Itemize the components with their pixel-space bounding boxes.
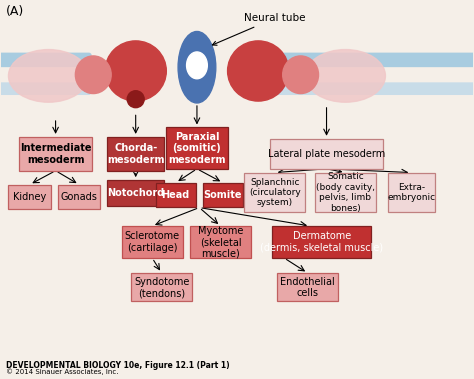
Text: Somatic
(body cavity,
pelvis, limb
bones): Somatic (body cavity, pelvis, limb bones… [316, 172, 375, 213]
Text: © 2014 Sinauer Associates, Inc.: © 2014 Sinauer Associates, Inc. [6, 368, 118, 375]
Text: Extra-
embryonic: Extra- embryonic [387, 183, 436, 202]
Ellipse shape [305, 50, 385, 102]
Text: Chorda-
mesoderm: Chorda- mesoderm [107, 143, 164, 164]
Text: DEVELOPMENTAL BIOLOGY 10e, Figure 12.1 (Part 1): DEVELOPMENTAL BIOLOGY 10e, Figure 12.1 (… [6, 361, 230, 370]
Text: Neural tube: Neural tube [212, 13, 305, 45]
FancyBboxPatch shape [58, 185, 100, 209]
Ellipse shape [105, 41, 166, 101]
FancyBboxPatch shape [19, 137, 92, 171]
Ellipse shape [9, 50, 89, 102]
Ellipse shape [178, 31, 216, 103]
Text: Syndotome
(tendons): Syndotome (tendons) [134, 277, 189, 298]
FancyBboxPatch shape [244, 173, 305, 212]
Text: Splanchnic
(circulatory
system): Splanchnic (circulatory system) [249, 178, 301, 207]
Ellipse shape [187, 52, 207, 79]
FancyBboxPatch shape [156, 183, 196, 207]
Text: Head: Head [162, 190, 190, 200]
Ellipse shape [228, 41, 289, 101]
Ellipse shape [127, 91, 144, 108]
FancyBboxPatch shape [315, 173, 376, 212]
FancyBboxPatch shape [121, 226, 183, 258]
FancyBboxPatch shape [203, 183, 243, 207]
Text: Notochord: Notochord [107, 188, 164, 198]
FancyBboxPatch shape [9, 185, 51, 209]
FancyBboxPatch shape [273, 226, 371, 258]
Text: Intermediate
mesoderm: Intermediate mesoderm [20, 143, 91, 164]
Text: Somite: Somite [204, 190, 242, 200]
FancyBboxPatch shape [388, 173, 435, 212]
FancyBboxPatch shape [108, 137, 164, 171]
FancyBboxPatch shape [190, 226, 251, 258]
Text: Sclerotome
(cartilage): Sclerotome (cartilage) [125, 231, 180, 253]
Text: Endothelial
cells: Endothelial cells [280, 277, 335, 298]
FancyBboxPatch shape [270, 53, 474, 66]
Text: Myotome
(skeletal
muscle): Myotome (skeletal muscle) [198, 226, 243, 259]
FancyBboxPatch shape [277, 273, 338, 301]
Text: Kidney: Kidney [13, 192, 46, 202]
Ellipse shape [283, 56, 319, 94]
FancyBboxPatch shape [270, 139, 383, 169]
FancyBboxPatch shape [131, 273, 192, 301]
FancyBboxPatch shape [0, 83, 91, 94]
Text: Lateral plate mesoderm: Lateral plate mesoderm [268, 149, 385, 159]
Ellipse shape [75, 56, 111, 94]
Text: (A): (A) [6, 5, 24, 18]
Text: Gonads: Gonads [61, 192, 98, 202]
FancyBboxPatch shape [270, 83, 474, 94]
FancyBboxPatch shape [108, 180, 164, 207]
Text: Paraxial
(somitic)
mesoderm: Paraxial (somitic) mesoderm [168, 132, 226, 165]
FancyBboxPatch shape [166, 127, 228, 169]
FancyBboxPatch shape [0, 53, 91, 66]
Text: Dermatome
(dermis, skeletal muscle): Dermatome (dermis, skeletal muscle) [260, 231, 383, 253]
